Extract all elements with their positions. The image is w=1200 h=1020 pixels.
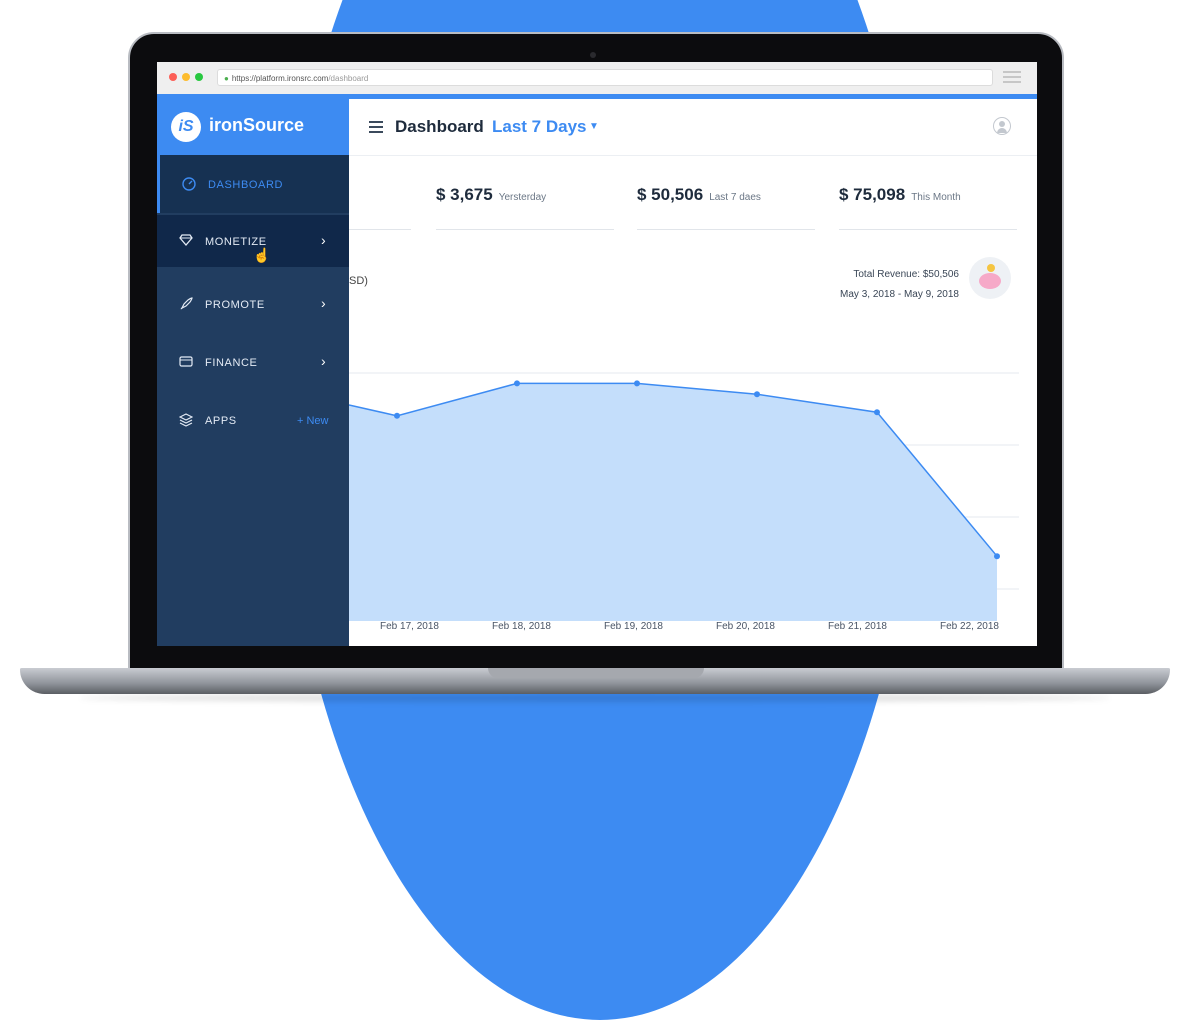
- stat-period: Yersterday: [498, 192, 547, 203]
- revenue-chart: [349, 372, 1019, 621]
- x-tick-label: Feb 20, 2018: [716, 621, 775, 632]
- diamond-icon: [179, 234, 193, 249]
- stat-period: Last 7 daes: [709, 192, 761, 203]
- chevron-right-icon: ›: [321, 232, 327, 248]
- brand-name: ironSource: [209, 115, 305, 135]
- sidebar: iS ironSource DASHBOARD MONETIZE › ☝ PRO…: [157, 99, 349, 646]
- sidebar-item-label: FINANCE: [205, 357, 258, 369]
- browser-menu-icon[interactable]: [1003, 71, 1021, 85]
- laptop-notch: [488, 668, 704, 678]
- brand-logo-icon: iS: [171, 112, 201, 142]
- chart-axis-label: SD): [349, 275, 368, 287]
- total-revenue: Total Revenue: $50,506: [853, 269, 959, 280]
- chevron-down-icon[interactable]: ▼: [589, 121, 599, 132]
- hand-cursor-icon: ☝: [253, 247, 272, 263]
- screen: ● https://platform.ironsrc.com/dashboard …: [157, 62, 1037, 646]
- sidebar-item-dashboard[interactable]: DASHBOARD: [157, 155, 349, 213]
- data-point[interactable]: [874, 409, 880, 416]
- sidebar-item-promote[interactable]: PROMOTE ›: [157, 275, 349, 333]
- page-title: Dashboard: [395, 117, 484, 136]
- sidebar-item-finance[interactable]: FINANCE ›: [157, 333, 349, 391]
- minimize-window-dot[interactable]: [182, 73, 190, 81]
- sidebar-item-label: DASHBOARD: [208, 179, 284, 191]
- address-bar[interactable]: ● https://platform.ironsrc.com/dashboard: [217, 69, 993, 86]
- browser-toolbar: ● https://platform.ironsrc.com/dashboard: [157, 62, 1037, 95]
- speedometer-icon: [182, 177, 196, 194]
- chevron-right-icon: ›: [321, 295, 327, 311]
- logo-area[interactable]: iS ironSource: [157, 99, 349, 155]
- rocket-icon: [179, 297, 193, 314]
- main-content: Dashboard Last 7 Days ▼ $ 3,675 Yersterda…: [349, 99, 1037, 646]
- sidebar-item-label: MONETIZE: [205, 236, 267, 248]
- data-point[interactable]: [634, 380, 640, 387]
- x-tick-label: Feb 19, 2018: [604, 621, 663, 632]
- date-range: May 3, 2018 - May 9, 2018: [840, 289, 959, 300]
- stat-amount: $ 50,506: [637, 185, 704, 204]
- camera: [590, 52, 596, 58]
- data-point[interactable]: [754, 391, 760, 398]
- data-point[interactable]: [514, 380, 520, 387]
- stat-card-this-month: $ 75,098 This Month: [839, 185, 1017, 230]
- piggy-bank-icon: [969, 257, 1011, 299]
- stat-period: This Month: [911, 192, 961, 203]
- url-host: https://platform.ironsrc.com: [231, 74, 329, 83]
- sidebar-item-monetize[interactable]: MONETIZE › ☝: [157, 215, 349, 267]
- close-window-dot[interactable]: [169, 73, 177, 81]
- stat-card-partial: [349, 185, 411, 230]
- chevron-right-icon: ›: [321, 353, 327, 369]
- sidebar-item-apps[interactable]: APPS + New: [157, 391, 349, 449]
- stat-card-last-7-days: $ 50,506 Last 7 daes: [637, 185, 815, 230]
- data-point[interactable]: [994, 553, 1000, 560]
- app-top-strip: [157, 94, 1037, 99]
- sidebar-item-label: APPS: [205, 415, 237, 427]
- url-path: /dashboard: [328, 74, 369, 83]
- period-dropdown[interactable]: Last 7 Days: [492, 117, 587, 136]
- stat-amount: $ 75,098: [839, 185, 906, 204]
- wallet-icon: [179, 355, 193, 370]
- stat-amount: $ 3,675: [436, 185, 493, 204]
- x-tick-label: Feb 21, 2018: [828, 621, 887, 632]
- x-tick-label: Feb 18, 2018: [492, 621, 551, 632]
- page-header: Dashboard Last 7 Days ▼: [349, 99, 1037, 156]
- new-app-link[interactable]: + New: [297, 415, 329, 427]
- maximize-window-dot[interactable]: [195, 73, 203, 81]
- stat-card-yesterday: $ 3,675 Yersterday: [436, 185, 614, 230]
- revenue-area-fill: [349, 383, 997, 621]
- laptop-shadow: [80, 694, 1110, 702]
- lock-icon: ●: [224, 74, 229, 83]
- x-tick-label: Feb 17, 2018: [380, 621, 439, 632]
- user-avatar-icon[interactable]: [993, 117, 1011, 135]
- x-tick-label: Feb 22, 2018: [940, 621, 999, 632]
- layers-icon: [178, 413, 194, 430]
- hamburger-menu-icon[interactable]: [369, 121, 383, 136]
- sidebar-item-label: PROMOTE: [205, 299, 265, 311]
- data-point[interactable]: [394, 412, 400, 419]
- total-revenue-summary: Total Revenue: $50,506 May 3, 2018 - May…: [840, 265, 959, 305]
